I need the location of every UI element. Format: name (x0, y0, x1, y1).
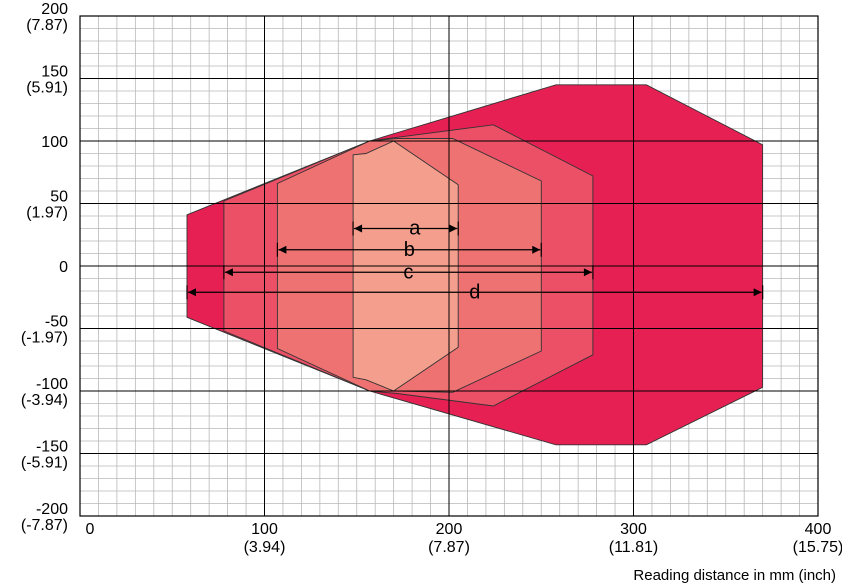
x-tick-label: 100 (251, 521, 278, 538)
y-tick-label: -150 (36, 439, 68, 456)
y-tick-label-inch: (5.91) (26, 80, 68, 97)
y-tick-label: 0 (59, 259, 68, 276)
y-axis-tick-labels: 200(7.87) 150(5.91) 100 50(1.97) 0 -50(-1.97)… (21, 1, 68, 534)
y-tick-label: 100 (41, 134, 68, 151)
y-tick-label-inch: (1.97) (26, 205, 68, 222)
x-axis-tick-labels: 0 100(3.94) 200(7.87) 300(11.81) 400(15.75) (86, 521, 842, 556)
y-tick-label: -50 (45, 314, 68, 331)
y-tick-label: 150 (41, 64, 68, 81)
y-tick-label: -200 (36, 501, 68, 518)
range-label-b: b (404, 239, 415, 261)
y-tick-label-inch: (-1.97) (21, 330, 68, 347)
y-tick-label: 200 (41, 1, 68, 18)
x-tick-label-inch: (11.81) (609, 539, 659, 556)
y-tick-label-inch: (-5.91) (21, 455, 68, 472)
x-tick-label: 300 (620, 521, 647, 538)
range-label-c: c (403, 261, 413, 283)
plot-frame (79, 15, 819, 517)
x-tick-label-inch: (3.94) (244, 539, 286, 556)
y-tick-label: 50 (50, 189, 68, 206)
x-tick-label: 400 (805, 521, 832, 538)
x-tick-label: 0 (86, 521, 95, 538)
range-label-d: d (469, 281, 480, 303)
x-axis-title: Reading distance in mm (inch) (633, 567, 836, 584)
y-tick-label-inch: (-7.87) (21, 517, 68, 534)
range-label-a: a (409, 218, 421, 240)
y-tick-label: -100 (36, 376, 68, 393)
range-markers: abc d (186, 218, 764, 303)
x-tick-label: 200 (436, 521, 463, 538)
x-tick-label-inch: (7.87) (428, 539, 470, 556)
y-tick-label-inch: (7.87) (26, 17, 68, 34)
x-tick-label-inch: (15.75) (793, 539, 842, 556)
y-tick-label-inch: (-3.94) (21, 392, 68, 409)
